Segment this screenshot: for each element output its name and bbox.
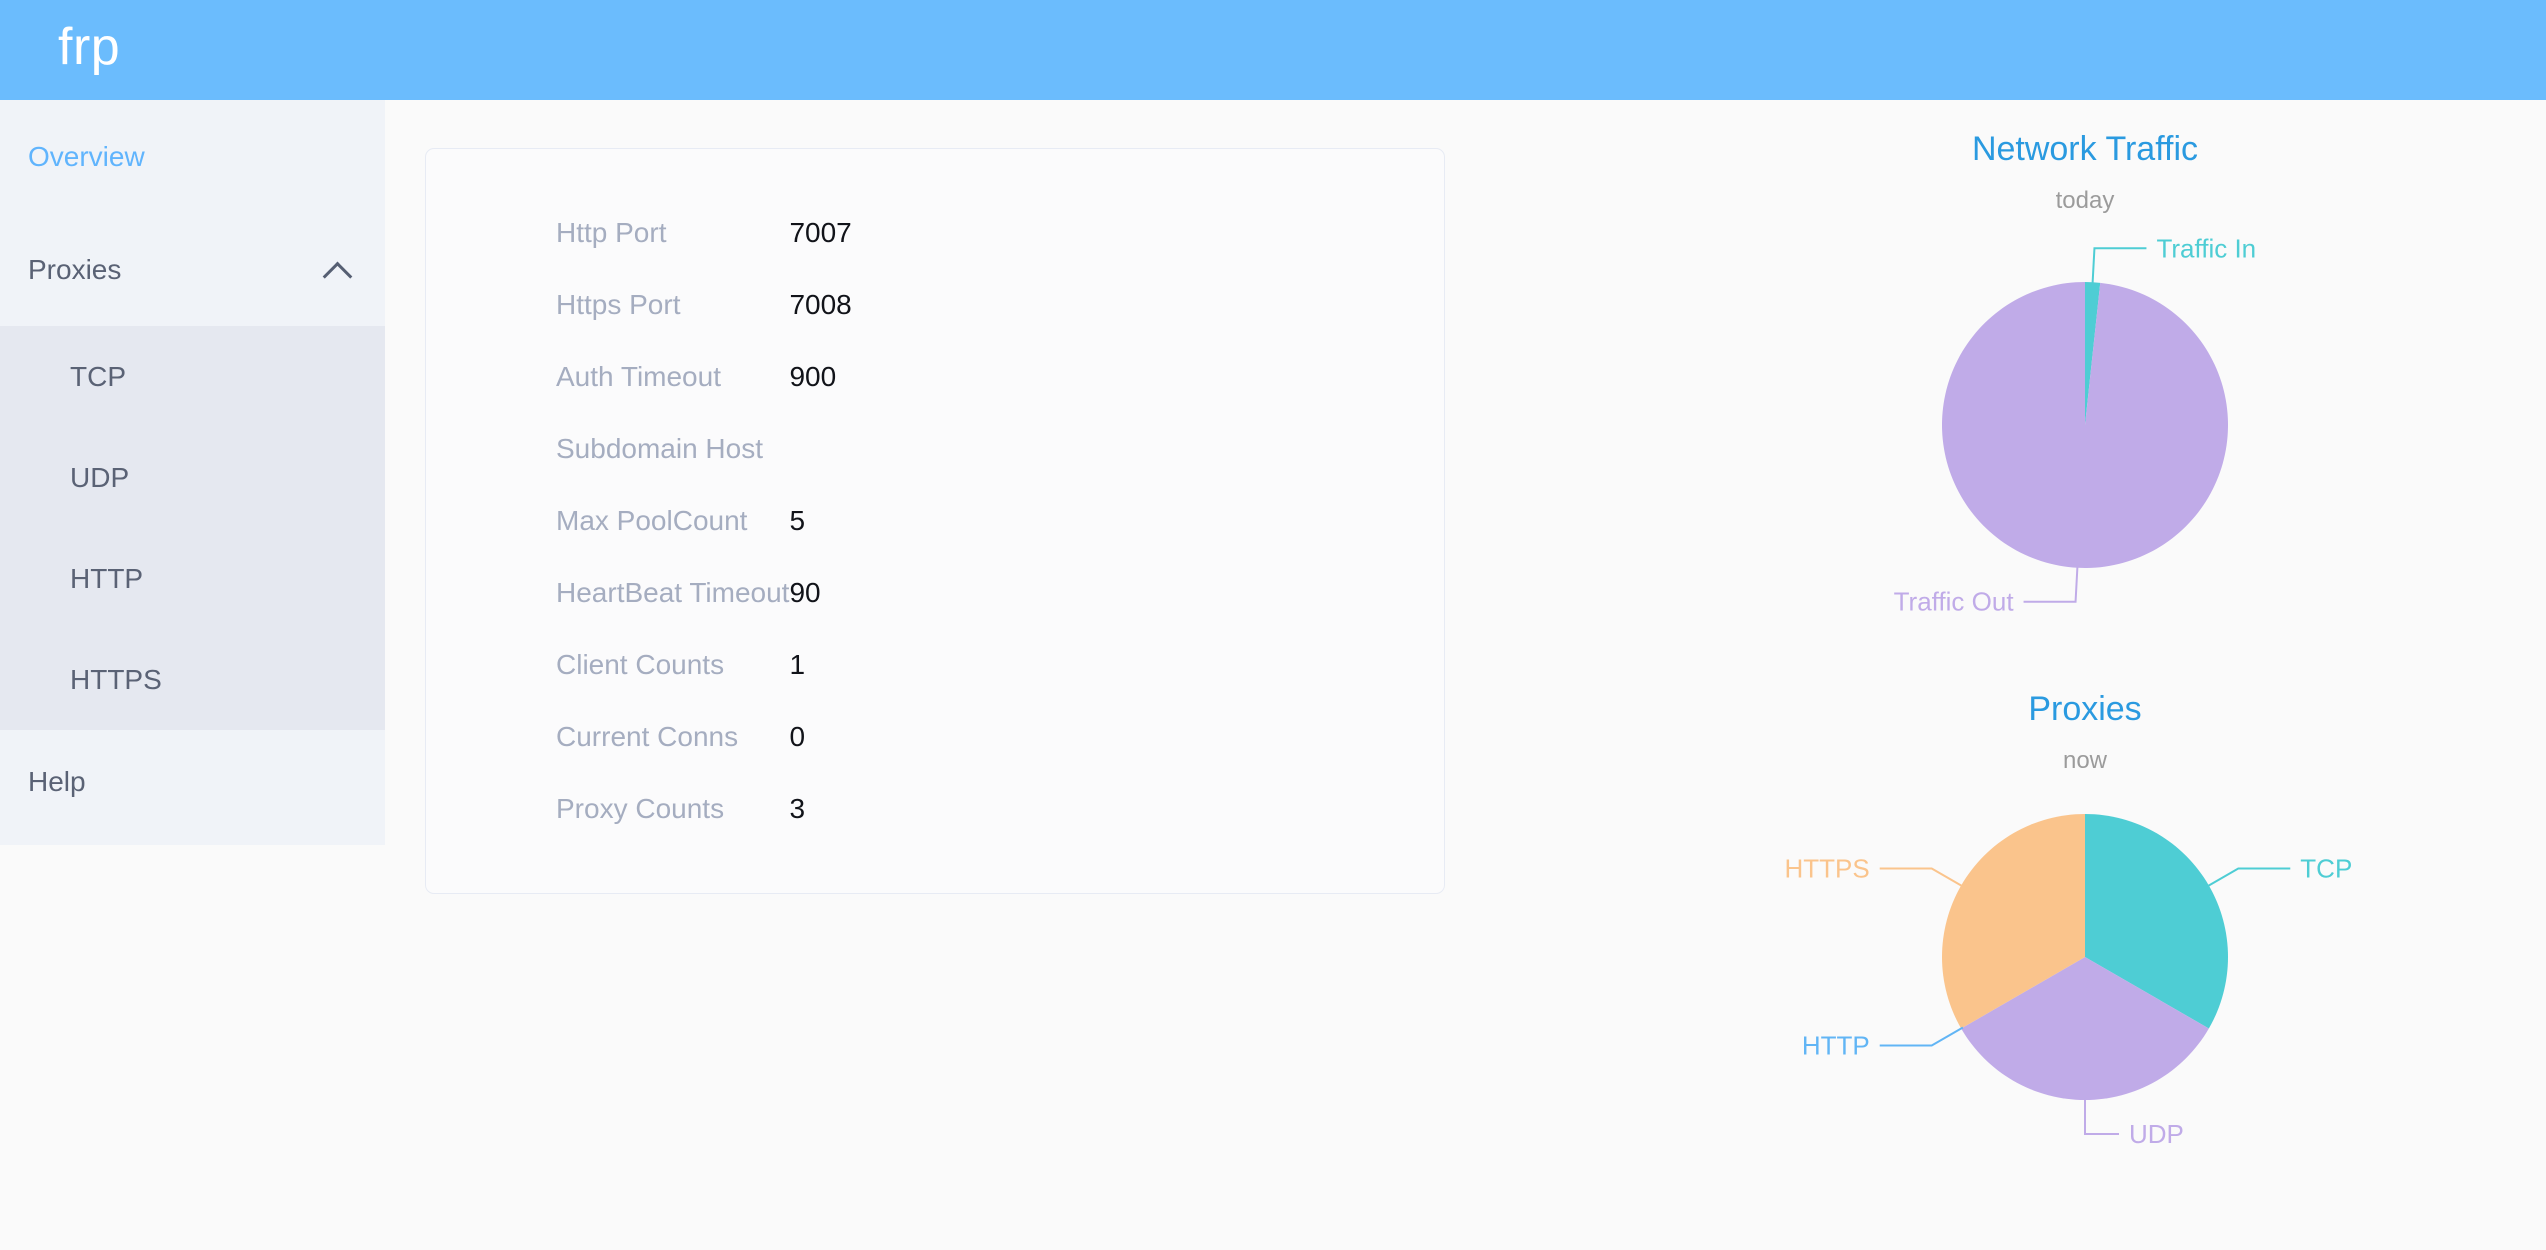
info-label-current-conns: Current Conns: [556, 721, 739, 752]
table-row: Client Counts 1: [426, 629, 1444, 701]
server-info-card: Http Port 7007 Https Port 7008 Auth Time…: [425, 148, 1445, 894]
sidebar-item-udp[interactable]: UDP: [0, 427, 385, 528]
network-traffic-subtitle: today: [2055, 187, 2115, 214]
info-value-auth-timeout: 900: [789, 361, 837, 392]
table-row: HeartBeat Timeout 90: [426, 557, 1444, 629]
sidebar-nav: Overview Proxies TCP UDP HTTP HTTPS Help: [0, 100, 385, 845]
sidebar-item-overview[interactable]: Overview: [0, 100, 385, 213]
table-row: Http Port 7007: [426, 197, 1444, 269]
sidebar-item-help[interactable]: Help: [0, 730, 385, 833]
sidebar-item-http[interactable]: HTTP: [0, 528, 385, 629]
pie-slice-traffic-in[interactable]: [2085, 282, 2101, 425]
app-header: frp: [0, 0, 2546, 100]
proxies-title: Proxies: [2028, 690, 2142, 728]
pie-label-tcp: TCP: [2300, 854, 2352, 884]
pie-label-traffic-out: Traffic Out: [1894, 587, 2015, 617]
info-label-http-port: Http Port: [556, 217, 667, 248]
sidebar-item-label-help: Help: [28, 765, 86, 797]
info-label-max-poolcount: Max PoolCount: [556, 505, 748, 536]
table-row: Subdomain Host: [426, 413, 1444, 485]
info-label-heartbeat-timeout: HeartBeat Timeout: [556, 577, 790, 608]
sidebar-item-label-overview: Overview: [28, 140, 145, 172]
info-value-https-port: 7008: [789, 289, 852, 320]
info-value-subdomain-host: [789, 413, 1444, 485]
sidebar-item-tcp[interactable]: TCP: [0, 326, 385, 427]
table-row: Proxy Counts 3: [426, 773, 1444, 845]
sidebar-submenu-proxies: TCP UDP HTTP HTTPS: [0, 326, 385, 730]
proxies-pie-canvas[interactable]: TCP UDP HTTP HTTPS: [1645, 775, 2525, 1195]
network-traffic-pie-canvas[interactable]: Traffic In Traffic Out: [1645, 215, 2525, 685]
app-brand-logo: frp: [58, 18, 121, 76]
info-value-heartbeat-timeout: 90: [789, 577, 821, 608]
pie-slice-traffic-out[interactable]: [1942, 282, 2228, 568]
pie-leader-line-tcp: [2206, 867, 2291, 888]
sidebar-item-https[interactable]: HTTPS: [0, 629, 385, 730]
pie-label-http: HTTP: [1802, 1031, 1870, 1061]
info-value-proxy-counts: 3: [789, 793, 806, 824]
info-value-current-conns: 0: [789, 721, 806, 752]
pie-label-traffic-in: Traffic In: [2156, 233, 2256, 263]
pie-slice-https[interactable]: [1942, 814, 2085, 1029]
table-row: Https Port 7008: [426, 269, 1444, 341]
info-label-auth-timeout: Auth Timeout: [556, 361, 721, 392]
sidebar-item-label-tcp: TCP: [70, 360, 126, 392]
info-value-max-poolcount: 5: [789, 505, 806, 536]
sidebar-item-label-proxies: Proxies: [28, 253, 122, 285]
pie-leader-line-udp: [2084, 1098, 2119, 1135]
info-label-https-port: Https Port: [556, 289, 681, 320]
server-info-table-body: Http Port 7007 Https Port 7008 Auth Time…: [426, 197, 1444, 845]
info-value-client-counts: 1: [789, 649, 806, 680]
proxies-subtitle: now: [2062, 747, 2108, 774]
table-row: Max PoolCount 5: [426, 485, 1444, 557]
sidebar-item-label-udp: UDP: [70, 461, 130, 493]
sidebar-item-label-https: HTTPS: [70, 663, 162, 695]
chevron-up-icon[interactable]: [323, 255, 353, 285]
network-traffic-title: Network Traffic: [1971, 130, 2199, 168]
pie-slice-udp[interactable]: [1961, 957, 2209, 1100]
info-label-proxy-counts: Proxy Counts: [556, 793, 725, 824]
pie-leader-line-http: [1879, 1026, 1964, 1047]
table-row: Auth Timeout 900: [426, 341, 1444, 413]
sidebar-item-proxies[interactable]: Proxies: [0, 213, 385, 326]
info-label-subdomain-host: Subdomain Host: [556, 433, 764, 464]
pie-leader-line-traffic-in: [2091, 247, 2147, 285]
table-row: Current Conns 0: [426, 701, 1444, 773]
server-info-table: Http Port 7007 Https Port 7008 Auth Time…: [426, 197, 1444, 845]
pie-label-udp: UDP: [2129, 1119, 2184, 1149]
sidebar-item-label-http: HTTP: [70, 562, 144, 594]
main-content: Http Port 7007 Https Port 7008 Auth Time…: [385, 100, 2546, 1234]
pie-slice-tcp[interactable]: [2085, 814, 2228, 1029]
info-value-http-port: 7007: [789, 217, 852, 248]
proxies-chart: Proxies now TCP UDP HTTP HTTPS: [1645, 690, 2525, 1250]
info-label-client-counts: Client Counts: [556, 649, 725, 680]
network-traffic-chart: Network Traffic today Traffic In Traffic …: [1645, 130, 2525, 740]
pie-label-https: HTTPS: [1784, 854, 1869, 884]
pie-leader-line-https: [1879, 867, 1964, 888]
pie-leader-line-traffic-out: [2023, 565, 2079, 603]
